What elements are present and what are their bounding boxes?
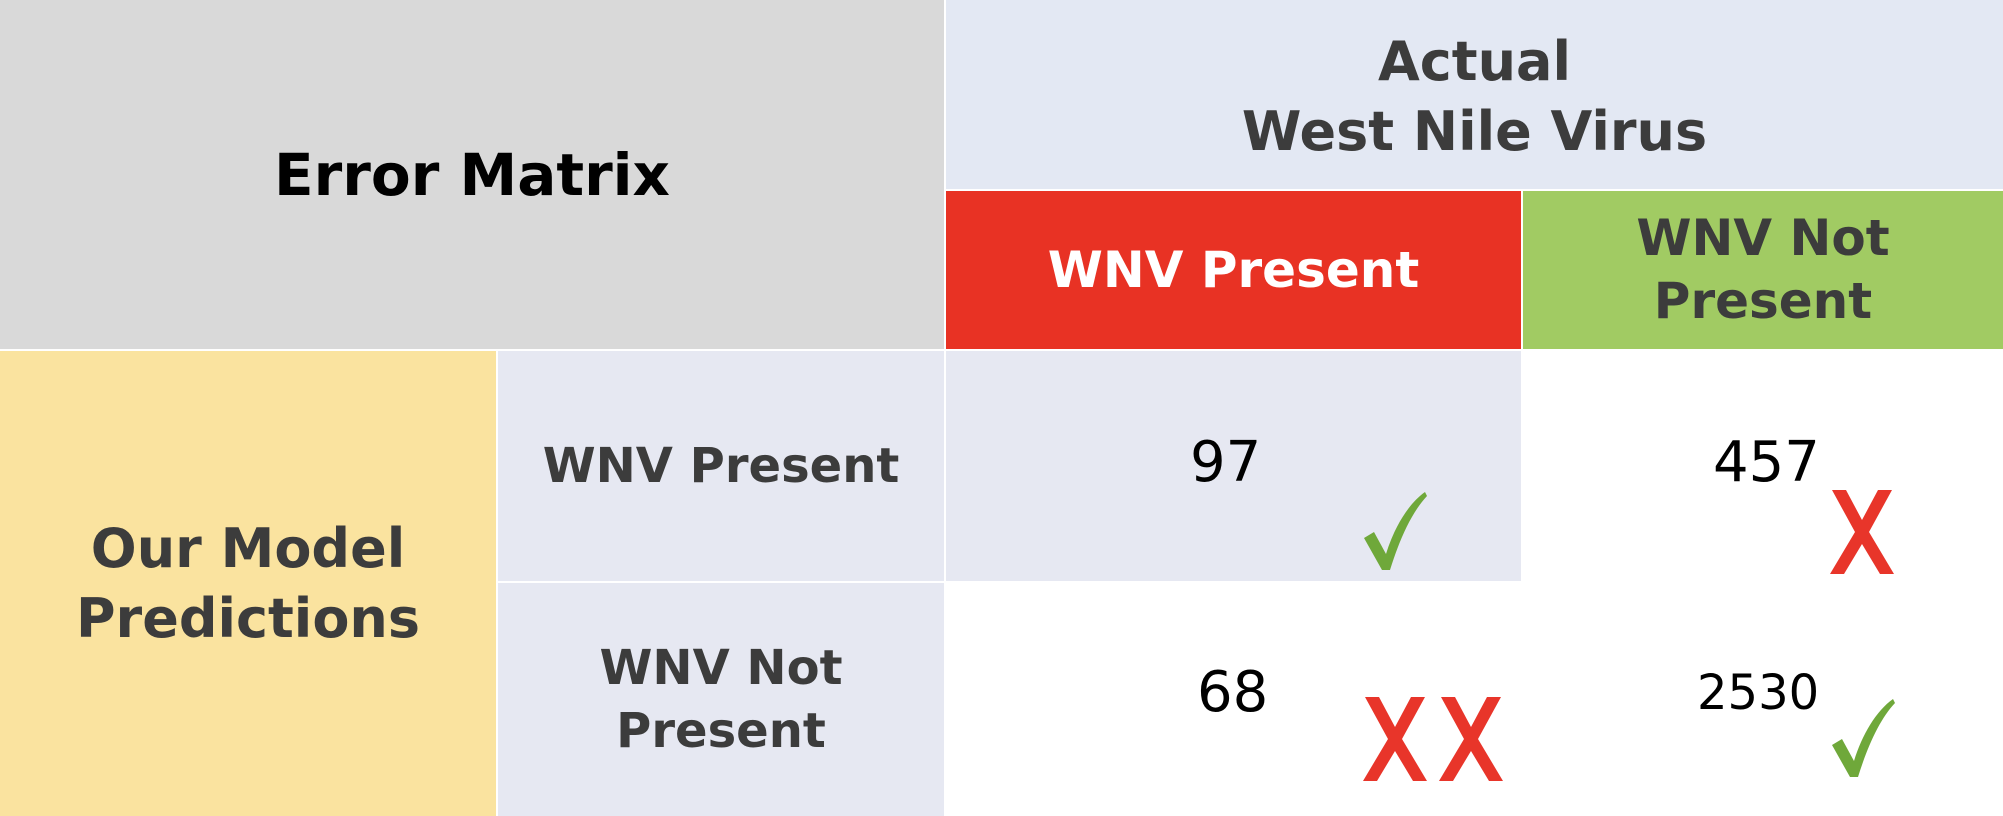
value-false-negative: 68 xyxy=(1197,660,1269,725)
column-header-wnv-present: WNV Present xyxy=(946,191,1521,349)
row-header-wnv-present: WNV Present xyxy=(498,351,944,581)
column-header-line1: WNV Not xyxy=(1636,209,1890,267)
value-true-positive: 97 xyxy=(1190,430,1262,495)
column-header-wnv-not-present: WNV Not Present xyxy=(1523,191,2003,349)
value-true-negative: 2530 xyxy=(1697,665,1820,721)
row-group-line2: Predictions xyxy=(75,586,420,650)
cross-icon xyxy=(1828,488,1896,576)
column-header-line2: Present xyxy=(1653,272,1873,330)
cross-icon xyxy=(1437,695,1505,783)
check-icon xyxy=(1830,697,1896,779)
cross-icon xyxy=(1361,695,1429,783)
actual-header: Actual West Nile Virus xyxy=(946,0,2003,189)
row-header-line1: WNV Not xyxy=(599,639,843,696)
row-group-line1: Our Model xyxy=(90,516,406,580)
actual-header-line1: Actual xyxy=(1377,29,1571,93)
matrix-title: Error Matrix xyxy=(0,0,944,349)
row-group-header: Our Model Predictions xyxy=(0,351,496,816)
row-header-wnv-not-present: WNV Not Present xyxy=(498,583,944,816)
row-header-line2: Present xyxy=(616,702,826,759)
actual-header-line2: West Nile Virus xyxy=(1241,99,1708,163)
true-positive-cell xyxy=(946,351,1521,581)
check-icon xyxy=(1362,490,1428,572)
value-false-positive: 457 xyxy=(1713,430,1820,495)
